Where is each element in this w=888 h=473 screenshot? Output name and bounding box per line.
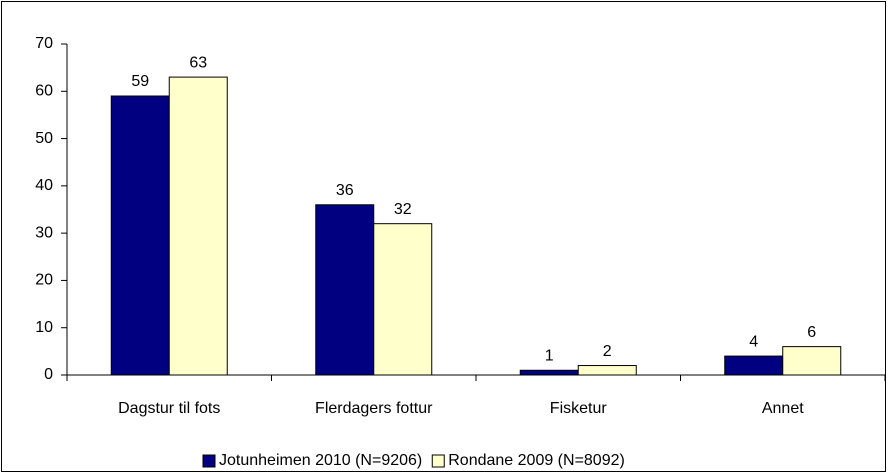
x-tick-label: Annet — [762, 400, 804, 417]
x-tick-label: Fisketur — [550, 400, 608, 417]
y-tick-label: 40 — [35, 177, 53, 194]
data-label: 2 — [603, 343, 612, 360]
bar — [577, 365, 637, 376]
x-tick-label: Flerdagers fottur — [315, 400, 433, 417]
legend-swatch — [431, 454, 445, 468]
y-tick-label: 10 — [35, 319, 53, 336]
y-tick-label: 50 — [35, 130, 53, 147]
legend-label: Rondane 2009 (N=8092) — [448, 452, 625, 469]
legend-label: Jotunheimen 2010 (N=9206) — [219, 452, 422, 469]
y-tick-label: 30 — [35, 224, 53, 241]
bar — [168, 76, 228, 376]
legend-swatch — [202, 454, 216, 468]
data-label: 36 — [336, 182, 354, 199]
y-tick-label: 60 — [35, 83, 53, 100]
bar — [110, 95, 170, 376]
data-label: 32 — [394, 201, 412, 218]
data-label: 1 — [545, 347, 554, 364]
y-tick-label: 20 — [35, 272, 53, 289]
bar — [315, 204, 375, 376]
bar — [724, 355, 784, 376]
y-tick-label: 0 — [44, 366, 53, 383]
data-label: 4 — [749, 333, 758, 350]
x-tick-label: Dagstur til fots — [118, 400, 220, 417]
data-label: 6 — [807, 324, 816, 341]
data-label: 63 — [189, 54, 207, 71]
bar — [519, 369, 579, 376]
y-tick-label: 70 — [35, 35, 53, 52]
data-label: 59 — [131, 73, 149, 90]
bar — [373, 223, 433, 376]
bar — [782, 346, 842, 376]
